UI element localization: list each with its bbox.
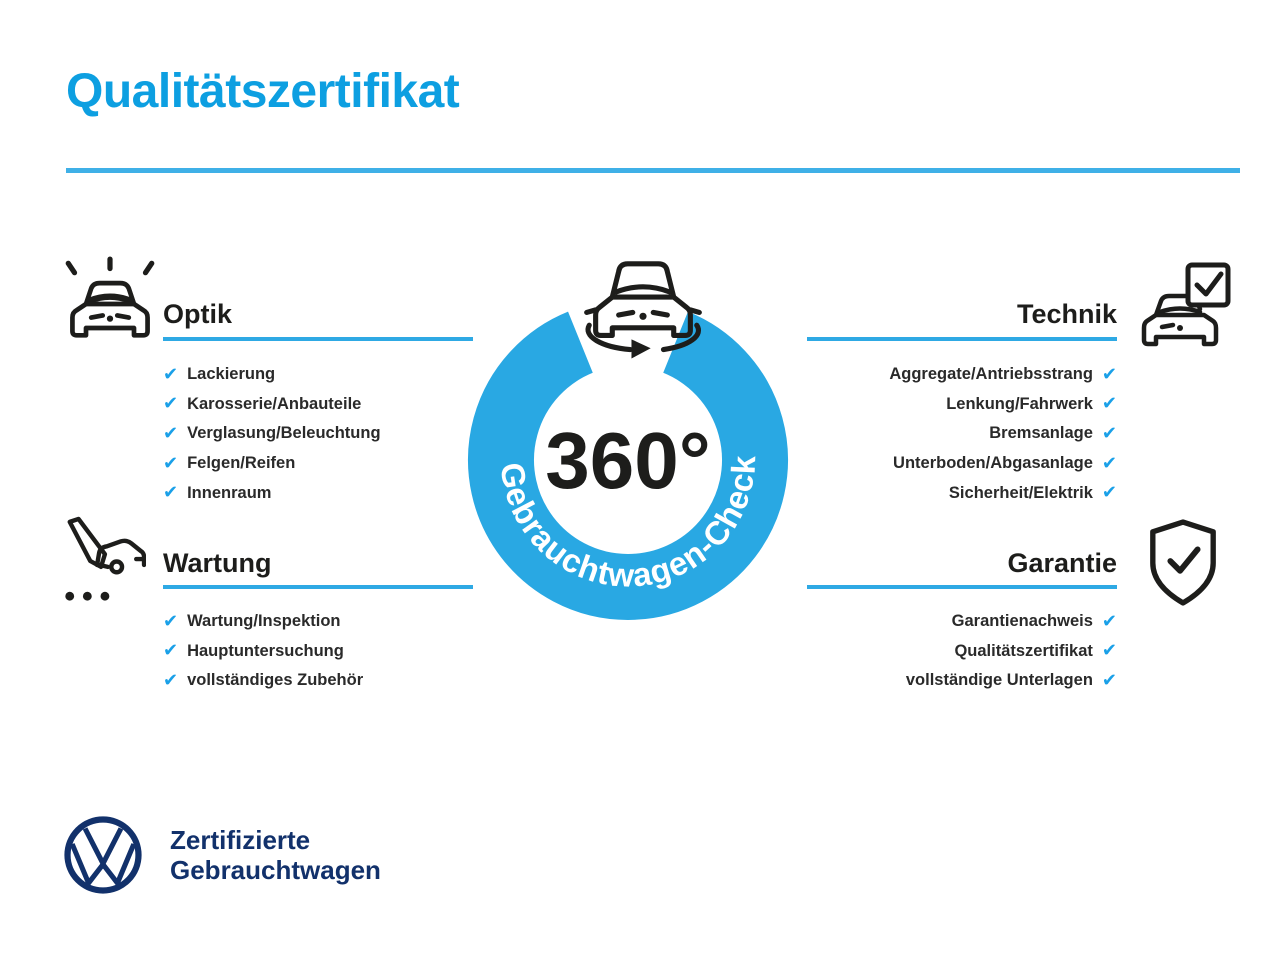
section-rule-optik <box>163 337 473 341</box>
list-item: ✔ Hauptuntersuchung <box>163 637 473 667</box>
check-icon: ✔ <box>1101 610 1117 631</box>
list-item: ✔ Lackierung <box>163 360 473 390</box>
list-item-label: vollständige Unterlagen <box>905 671 1093 690</box>
list-item-label: Unterboden/Abgasanlage <box>893 454 1093 473</box>
list-item: vollständige Unterlagen ✔ <box>807 666 1117 696</box>
section-rule-technik <box>807 337 1117 341</box>
list-item-label: Wartung/Inspektion <box>187 612 341 631</box>
list-item: Sicherheit/Elektrik ✔ <box>807 478 1117 508</box>
check-icon: ✔ <box>163 640 179 661</box>
list-item-label: Lackierung <box>187 365 276 384</box>
list-item-label: Lenkung/Fahrwerk <box>946 394 1093 413</box>
check-icon: ✔ <box>1101 363 1117 384</box>
check-icon: ✔ <box>163 393 179 414</box>
check-icon: ✔ <box>1101 422 1117 443</box>
wartung-item-list: ✔ Wartung/Inspektion ✔ Hauptuntersuchung… <box>163 607 473 696</box>
list-item: Garantienachweis ✔ <box>807 607 1117 637</box>
list-item: ✔ Wartung/Inspektion <box>163 607 473 637</box>
list-item: Bremsanlage ✔ <box>807 419 1117 449</box>
shield-check-icon <box>1146 516 1220 610</box>
footer-brand-text: Zertifizierte Gebrauchtwagen <box>170 825 381 885</box>
optik-item-list: ✔ Lackierung ✔ Karosserie/Anbauteile ✔ V… <box>163 360 473 508</box>
technik-item-list: Aggregate/Antriebsstrang ✔ Lenkung/Fahrw… <box>807 360 1117 508</box>
list-item-label: Garantienachweis <box>951 612 1093 631</box>
list-item: ✔ vollständiges Zubehör <box>163 666 473 696</box>
check-icon: ✔ <box>163 452 179 473</box>
list-item: ✔ Innenraum <box>163 478 473 508</box>
check-icon: ✔ <box>1101 640 1117 661</box>
vw-logo <box>64 816 142 894</box>
garantie-item-list: Garantienachweis ✔ Qualitätszertifikat ✔… <box>807 607 1117 696</box>
section-rule-wartung <box>163 585 473 589</box>
list-item-label: Hauptuntersuchung <box>187 641 344 660</box>
section-heading-optik: Optik <box>163 299 233 329</box>
list-item: Lenkung/Fahrwerk ✔ <box>807 390 1117 420</box>
check-icon: ✔ <box>1101 393 1117 414</box>
check-icon: ✔ <box>163 610 179 631</box>
car-rotation-icon <box>584 261 702 359</box>
list-item-label: Innenraum <box>187 483 272 502</box>
title-divider <box>66 168 1240 173</box>
degrees-label: 360° <box>545 416 710 505</box>
list-item: ✔ Verglasung/Beleuchtung <box>163 419 473 449</box>
list-item-label: Felgen/Reifen <box>187 454 296 473</box>
footer-line1: Zertifizierte <box>170 825 311 855</box>
list-item-label: Karosserie/Anbauteile <box>187 394 362 413</box>
footer-line2: Gebrauchtwagen <box>170 855 381 885</box>
list-item: ✔ Karosserie/Anbauteile <box>163 390 473 420</box>
check-icon: ✔ <box>1101 452 1117 473</box>
check-icon: ✔ <box>163 363 179 384</box>
check-icon: ✔ <box>1101 482 1117 503</box>
section-heading-wartung: Wartung <box>163 548 272 578</box>
section-heading-technik: Technik <box>1016 299 1117 329</box>
list-item-label: Sicherheit/Elektrik <box>948 483 1093 502</box>
list-item: Unterboden/Abgasanlage ✔ <box>807 449 1117 479</box>
list-item: Aggregate/Antriebsstrang ✔ <box>807 360 1117 390</box>
list-item-label: vollständiges Zubehör <box>187 671 364 690</box>
check-icon: ✔ <box>1101 669 1117 690</box>
section-rule-garantie <box>807 585 1117 589</box>
check-icon: ✔ <box>163 422 179 443</box>
list-item-label: Aggregate/Antriebsstrang <box>889 365 1093 384</box>
check-icon: ✔ <box>163 482 179 503</box>
list-item-label: Verglasung/Beleuchtung <box>187 424 381 443</box>
center-360-graphic: Gebrauchtwagen-Check 360° <box>440 245 816 635</box>
sparkling-car-icon <box>57 256 163 352</box>
car-checkbox-icon <box>1136 260 1232 354</box>
check-icon: ✔ <box>163 669 179 690</box>
section-heading-garantie: Garantie <box>1007 548 1117 578</box>
list-item-label: Qualitätszertifikat <box>954 641 1093 660</box>
list-item-label: Bremsanlage <box>989 424 1093 443</box>
list-item: Qualitätszertifikat ✔ <box>807 637 1117 667</box>
page-title: Qualitätszertifikat <box>66 65 460 118</box>
list-item: ✔ Felgen/Reifen <box>163 449 473 479</box>
service-pen-car-icon <box>58 514 146 608</box>
ring-360 <box>468 311 788 620</box>
